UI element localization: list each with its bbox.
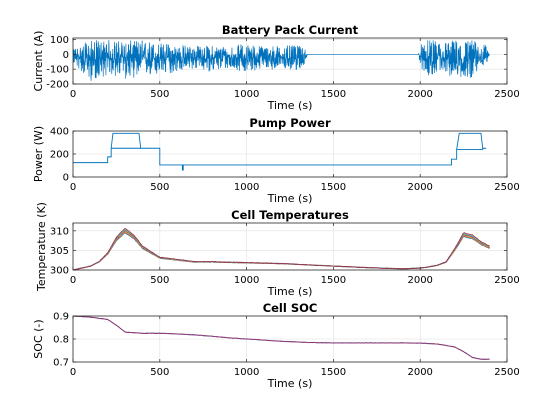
pump-power-peak-1: [110, 132, 142, 149]
pump-power-xtick-label: 1000: [234, 182, 259, 193]
cell-temperatures-xtick-label: 1000: [234, 275, 259, 286]
current-axes-frame: [72, 37, 508, 85]
cell-temperatures-chart: 0 500 1000 1500 2000 2500 300 305 310 Cell Temper…: [35, 202, 520, 298]
cell-soc-ytick-label: 0.8: [53, 335, 69, 346]
pump-power-ytick-label: 200: [50, 150, 69, 161]
cell-soc-line-3: [73, 316, 490, 360]
current-xtick-label: 1500: [321, 89, 346, 100]
current-xtick-label: 0: [70, 89, 76, 100]
cell-soc-ylabel: SOC (-): [32, 319, 45, 358]
cell-temperatures-axes-frame: [72, 222, 508, 271]
current-ytick-label: -200: [46, 80, 69, 91]
current-xtick-label: 500: [150, 89, 169, 100]
current-ytick-label: 0: [63, 50, 69, 61]
pump-power-xtick-label: 0: [70, 182, 76, 193]
pump-power-peak-2: [456, 132, 484, 150]
pump-power-grid: [73, 131, 507, 177]
cell-soc-chart: 0 500 1000 1500 2000 2500 0.7 0.8 0.9 Cell SOC Tim…: [32, 301, 520, 390]
pump-power-xlabel: Time (s): [267, 192, 313, 205]
cell-temperatures-ytick-label: 310: [50, 226, 69, 237]
cell-temperatures-ylabel: Temperature (K): [35, 202, 48, 292]
cell-soc-xlabel: Time (s): [267, 377, 313, 390]
current-chart: 0 500 1000 1500 2000 2500 -200 -100 0 100 Battery …: [32, 23, 520, 112]
cell-temperatures-xlabel: Time (s): [267, 285, 313, 298]
current-ylabel: Current (A): [32, 31, 45, 92]
pump-power-series: [73, 132, 487, 171]
cell-soc-ytick-label: 0.9: [53, 312, 69, 323]
current-line: [73, 40, 490, 81]
current-xtick-label: 1000: [234, 89, 259, 100]
pump-power-ylabel: Power (W): [32, 126, 45, 182]
cell-temperatures-ytick-label: 305: [50, 246, 69, 257]
cell-soc-xtick-label: 500: [150, 367, 169, 378]
current-xlabel: Time (s): [267, 99, 313, 112]
current-ytick-label: -100: [46, 65, 69, 76]
cell-soc-xtick-label: 2500: [494, 367, 519, 378]
cell-temperatures-xtick-label: 0: [70, 275, 76, 286]
cell-temperatures-xtick-label: 2000: [407, 275, 432, 286]
pump-power-title: Pump Power: [249, 116, 331, 130]
cell-temperatures-title: Cell Temperatures: [231, 208, 349, 222]
pump-power-xtick-label: 500: [150, 182, 169, 193]
current-series: [73, 40, 490, 81]
cell-temperatures-xtick-label: 1500: [321, 275, 346, 286]
pump-power-xtick-label: 2500: [494, 182, 519, 193]
cell-temperatures-ytick-label: 300: [50, 266, 69, 277]
cell-soc-xtick-label: 1500: [321, 367, 346, 378]
current-xtick-label: 2000: [407, 89, 432, 100]
cell-soc-xtick-label: 1000: [234, 367, 259, 378]
cell-temperatures-xtick-label: 2500: [494, 275, 519, 286]
current-title: Battery Pack Current: [222, 23, 359, 37]
cell-soc-xtick-label: 0: [70, 367, 76, 378]
cell-soc-title: Cell SOC: [263, 301, 318, 315]
cell-soc-series: [73, 316, 490, 360]
current-xtick-label: 2500: [494, 89, 519, 100]
cell-soc-ytick-label: 0.7: [53, 358, 69, 369]
pump-power-xtick-label: 1500: [321, 182, 346, 193]
current-ytick-label: 100: [50, 35, 69, 46]
cell-temperatures-xtick-label: 500: [150, 275, 169, 286]
pump-power-ytick-label: 400: [50, 127, 69, 138]
pump-power-chart: 0 500 1000 1500 2000 2500 0 200 400 Pump Power Tim…: [32, 116, 520, 205]
cell-soc-xtick-label: 2000: [407, 367, 432, 378]
pump-power-xtick-label: 2000: [407, 182, 432, 193]
pump-power-ytick-label: 0: [63, 173, 69, 184]
